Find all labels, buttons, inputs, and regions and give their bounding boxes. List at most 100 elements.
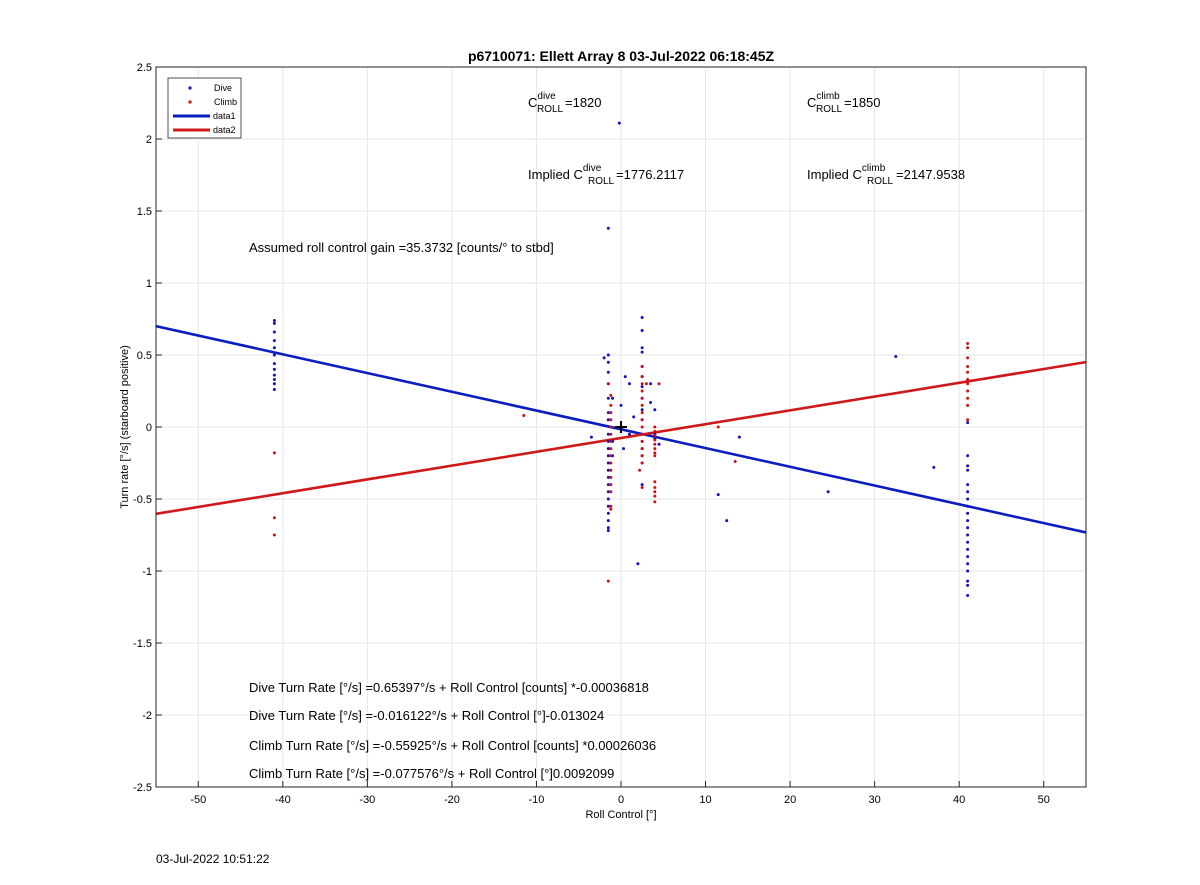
- climb-point: [609, 490, 613, 494]
- dive-point: [966, 421, 970, 425]
- x-tick-label: -50: [190, 794, 206, 806]
- climb-point: [609, 447, 613, 451]
- climb-point: [966, 382, 970, 386]
- dive-point: [966, 540, 970, 544]
- dive-point: [606, 497, 610, 501]
- dive-point: [640, 316, 644, 320]
- climb-point: [640, 365, 644, 369]
- y-axis-ticks: -2.5 -2 -1.5 -1 -0.5 0 0.5 1 1.5 2 2.5: [133, 62, 162, 794]
- c-climb-sup: climb: [816, 91, 840, 102]
- x-tick-label: 0: [618, 794, 624, 806]
- implied-climb-label: Implied C: [807, 167, 862, 182]
- dive-point: [966, 483, 970, 487]
- dive-point: [272, 353, 276, 357]
- dive-point: [272, 382, 276, 386]
- climb-point: [653, 480, 657, 484]
- y-tick-label: 1.5: [137, 206, 152, 218]
- climb-point: [653, 434, 657, 438]
- climb-point: [653, 425, 657, 429]
- climb-point: [640, 454, 644, 458]
- legend-data1-label: data1: [213, 111, 236, 121]
- x-tick-label: 50: [1038, 794, 1050, 806]
- dive-point: [606, 511, 610, 515]
- dive-point: [272, 318, 276, 322]
- implied-dive-label: Implied C: [528, 167, 583, 182]
- dive-point: [606, 529, 610, 533]
- dive-point: [622, 447, 626, 451]
- climb-point: [653, 494, 657, 498]
- dive-point: [606, 483, 610, 487]
- climb-point: [966, 341, 970, 345]
- climb-point: [657, 382, 661, 386]
- climb-point: [640, 439, 644, 443]
- dive-point: [653, 408, 657, 412]
- dive-point: [966, 497, 970, 501]
- y-tick-label: 1: [146, 278, 152, 290]
- dive-point: [606, 353, 610, 357]
- dive-point: [606, 454, 610, 458]
- climb-point: [609, 418, 613, 422]
- climb-point: [640, 425, 644, 429]
- dive-point: [632, 415, 636, 419]
- dive-point: [606, 439, 610, 443]
- y-tick-label: -2.5: [133, 782, 152, 794]
- legend-climb-label: Climb: [214, 97, 237, 107]
- dive-point: [602, 356, 606, 360]
- climb-point: [653, 490, 657, 494]
- climb-point: [653, 485, 657, 489]
- dive-point: [932, 465, 936, 469]
- dive-point: [966, 526, 970, 530]
- legend-box: [167, 77, 242, 139]
- dive-point: [606, 490, 610, 494]
- dive-point: [272, 339, 276, 343]
- legend-climb-marker: [188, 100, 192, 104]
- climb-point: [606, 579, 610, 583]
- x-tick-label: 30: [869, 794, 881, 806]
- y-tick-label: -2: [142, 710, 152, 722]
- climb-point: [640, 432, 644, 436]
- y-tick-label: 0: [146, 422, 152, 434]
- climb-point: [272, 451, 276, 455]
- implied-climb-value: =2147.9538: [896, 167, 965, 182]
- annotation-eq3: Climb Turn Rate [°/s] =-0.55925°/s + Rol…: [249, 738, 656, 753]
- climb-point: [609, 475, 613, 479]
- dive-point: [272, 346, 276, 350]
- dive-point: [272, 321, 276, 325]
- dive-point: [606, 526, 610, 530]
- x-tick-label: 20: [784, 794, 796, 806]
- legend: Dive Climb data1 data2: [167, 77, 242, 139]
- climb-point: [609, 461, 613, 465]
- climb-point: [638, 468, 642, 472]
- annotation-eq1: Dive Turn Rate [°/s] =0.65397°/s + Roll …: [249, 680, 649, 695]
- implied-dive-sup: dive: [583, 163, 602, 174]
- y-tick-label: -1: [142, 566, 152, 578]
- dive-point: [606, 396, 610, 400]
- climb-point: [640, 396, 644, 400]
- dive-point: [716, 493, 720, 497]
- climb-point: [272, 516, 276, 520]
- c-dive-sup: dive: [537, 91, 556, 102]
- dive-point: [272, 373, 276, 377]
- dive-point: [966, 468, 970, 472]
- climb-point: [653, 447, 657, 451]
- climb-point: [640, 418, 644, 422]
- footer-timestamp: 03-Jul-2022 10:51:22: [156, 852, 270, 866]
- axes-box: [155, 66, 1087, 788]
- climb-point: [609, 454, 613, 458]
- climb-point: [733, 460, 737, 464]
- svg-text:Cdive: Cdive: [528, 91, 556, 110]
- origin-marker: [615, 421, 627, 433]
- legend-dive-label: Dive: [214, 83, 232, 93]
- y-tick-label: -1.5: [133, 638, 152, 650]
- dive-point: [627, 432, 631, 436]
- dive-point: [640, 385, 644, 389]
- dive-point: [966, 569, 970, 573]
- climb-point: [966, 356, 970, 360]
- climb-point: [609, 393, 613, 397]
- c-dive-label: C: [528, 95, 537, 110]
- x-axis-label: Roll Control [°]: [585, 809, 656, 821]
- dive-point: [640, 483, 644, 487]
- dive-point: [966, 504, 970, 508]
- x-tick-label: -40: [275, 794, 291, 806]
- climb-point: [653, 438, 657, 442]
